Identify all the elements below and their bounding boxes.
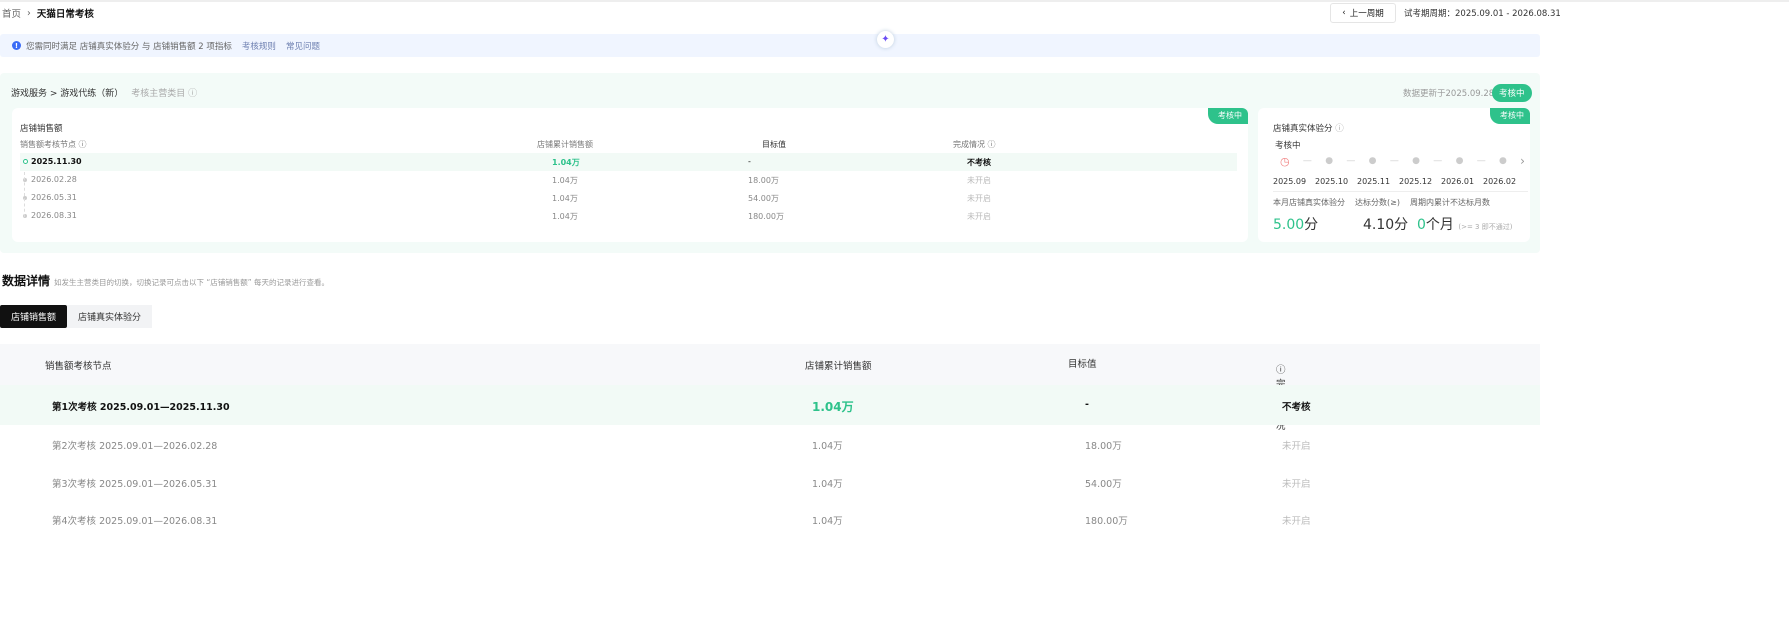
tab-sales[interactable]: 店铺销售额 — [0, 305, 67, 328]
prev-period-button[interactable]: ‹ 上一周期 — [1330, 3, 1396, 23]
faq-link[interactable]: 常见问题 — [285, 41, 320, 52]
updated-text: 数据更新于2025.09.28 — [1403, 89, 1495, 99]
fail-months: 0个月 (>= 3 即不通过) — [1417, 217, 1513, 233]
month-timeline: ◷ — ● — ● — ● — ● — ● › — [1280, 154, 1525, 168]
table-header: 销售额考核节点店铺累计销售额目标值完成情况 ⓘ — [0, 344, 1540, 432]
col-status: 完成情况 ⓘ — [953, 140, 996, 149]
category-text: 游戏服务 > 游戏代练（新） — [11, 89, 124, 99]
alert-bar: ! 您需同时满足 店铺真实体验分 与 店铺销售额 2 项指标 考核规则 常见问题 — [0, 34, 1540, 57]
sales-row: 2026.08.31 1.04万 180.00万 未开启 — [20, 207, 1237, 225]
top-divider — [0, 0, 1789, 2]
sales-row: 2026.02.28 1.04万 18.00万 未开启 — [20, 171, 1237, 189]
timeline-connector — [24, 172, 25, 217]
help-icon[interactable]: ⓘ — [188, 89, 198, 99]
category-sub: 考核主营类目 — [131, 89, 186, 99]
sales-status-badge: 考核中 — [1208, 108, 1248, 124]
category-path: 游戏服务 > 游戏代练（新） 考核主营类目 ⓘ — [11, 86, 197, 99]
sales-row: 2025.11.30 1.04万 - 不考核 — [20, 153, 1237, 171]
table-row: 第1次考核 2025.09.01—2025.11.30 1.04万 - 不考核 — [0, 385, 1540, 425]
ai-assistant-icon[interactable]: ✦ — [877, 31, 894, 48]
table-row: 第2次考核 2025.09.01—2026.02.28 1.04万 18.00万 未开… — [52, 441, 1311, 452]
alert-text: 您需同时满足 店铺真实体验分 与 店铺销售额 2 项指标 — [26, 41, 232, 52]
table-row: 第4次考核 2025.09.01—2026.08.31 1.04万 180.00万未… — [52, 516, 1311, 527]
status-badge: 考核中 — [1492, 84, 1532, 102]
node-dot-icon — [23, 159, 28, 164]
details-title: 数据详情 如发生主营类目的切换，切换记录可点击以下 “店铺销售额” 每天的记录进行… — [2, 274, 330, 288]
info-icon: ! — [12, 41, 21, 50]
col-cum: 店铺累计销售额 — [537, 140, 593, 149]
score-value: 5.00分 — [1273, 217, 1319, 233]
score-state: 考核中 — [1275, 141, 1301, 151]
score-card: 考核中 店铺真实体验分 ⓘ 考核中 ◷ — ● — ● — ● — ● — ● › 2025.09 20… — [1258, 108, 1530, 242]
score-card-title: 店铺真实体验分 ⓘ — [1273, 124, 1344, 134]
period-text: 试考期周期：2025.09.01 - 2026.08.31 — [1404, 9, 1561, 19]
node-dot-icon — [23, 214, 27, 218]
chevron-right-icon[interactable]: › — [1520, 154, 1525, 168]
clock-icon: ◷ — [1280, 154, 1290, 168]
node-dot-icon — [23, 178, 27, 182]
breadcrumb: 首页 › 天猫日常考核 — [2, 6, 94, 21]
breadcrumb-separator: › — [27, 7, 31, 19]
col-target: 目标值 — [762, 140, 786, 149]
prev-period-label: 上一周期 — [1349, 9, 1384, 19]
score-labels: 本月店铺真实体验分 达标分数(≥) 周期内累计不达标月数 — [1273, 198, 1490, 207]
sales-card-title: 店铺销售额 — [20, 124, 63, 134]
table-row: 第3次考核 2025.09.01—2026.05.31 1.04万 54.00万 未开… — [52, 479, 1311, 490]
sales-card: 考核中 店铺销售额 销售额考核节点 ⓘ 店铺累计销售额 目标值 完成情况 ⓘ 2… — [12, 108, 1248, 242]
rules-link[interactable]: 考核规则 — [241, 41, 276, 52]
score-status-badge: 考核中 — [1490, 108, 1530, 124]
col-node: 销售额考核节点 ⓘ — [20, 140, 87, 149]
month-labels: 2025.09 2025.10 2025.11 2025.12 2026.01 2026.… — [1273, 177, 1528, 192]
breadcrumb-home[interactable]: 首页 — [2, 9, 22, 20]
chevron-left-icon: ‹ — [1342, 8, 1346, 18]
target-value: 4.10分 — [1363, 217, 1409, 233]
tab-score[interactable]: 店铺真实体验分 — [67, 305, 152, 328]
sales-row: 2026.05.31 1.04万 54.00万 未开启 — [20, 189, 1237, 207]
breadcrumb-current: 天猫日常考核 — [36, 9, 94, 20]
node-dot-icon — [23, 196, 27, 200]
col-status-header: 完成情况 ⓘ — [1276, 365, 1286, 432]
